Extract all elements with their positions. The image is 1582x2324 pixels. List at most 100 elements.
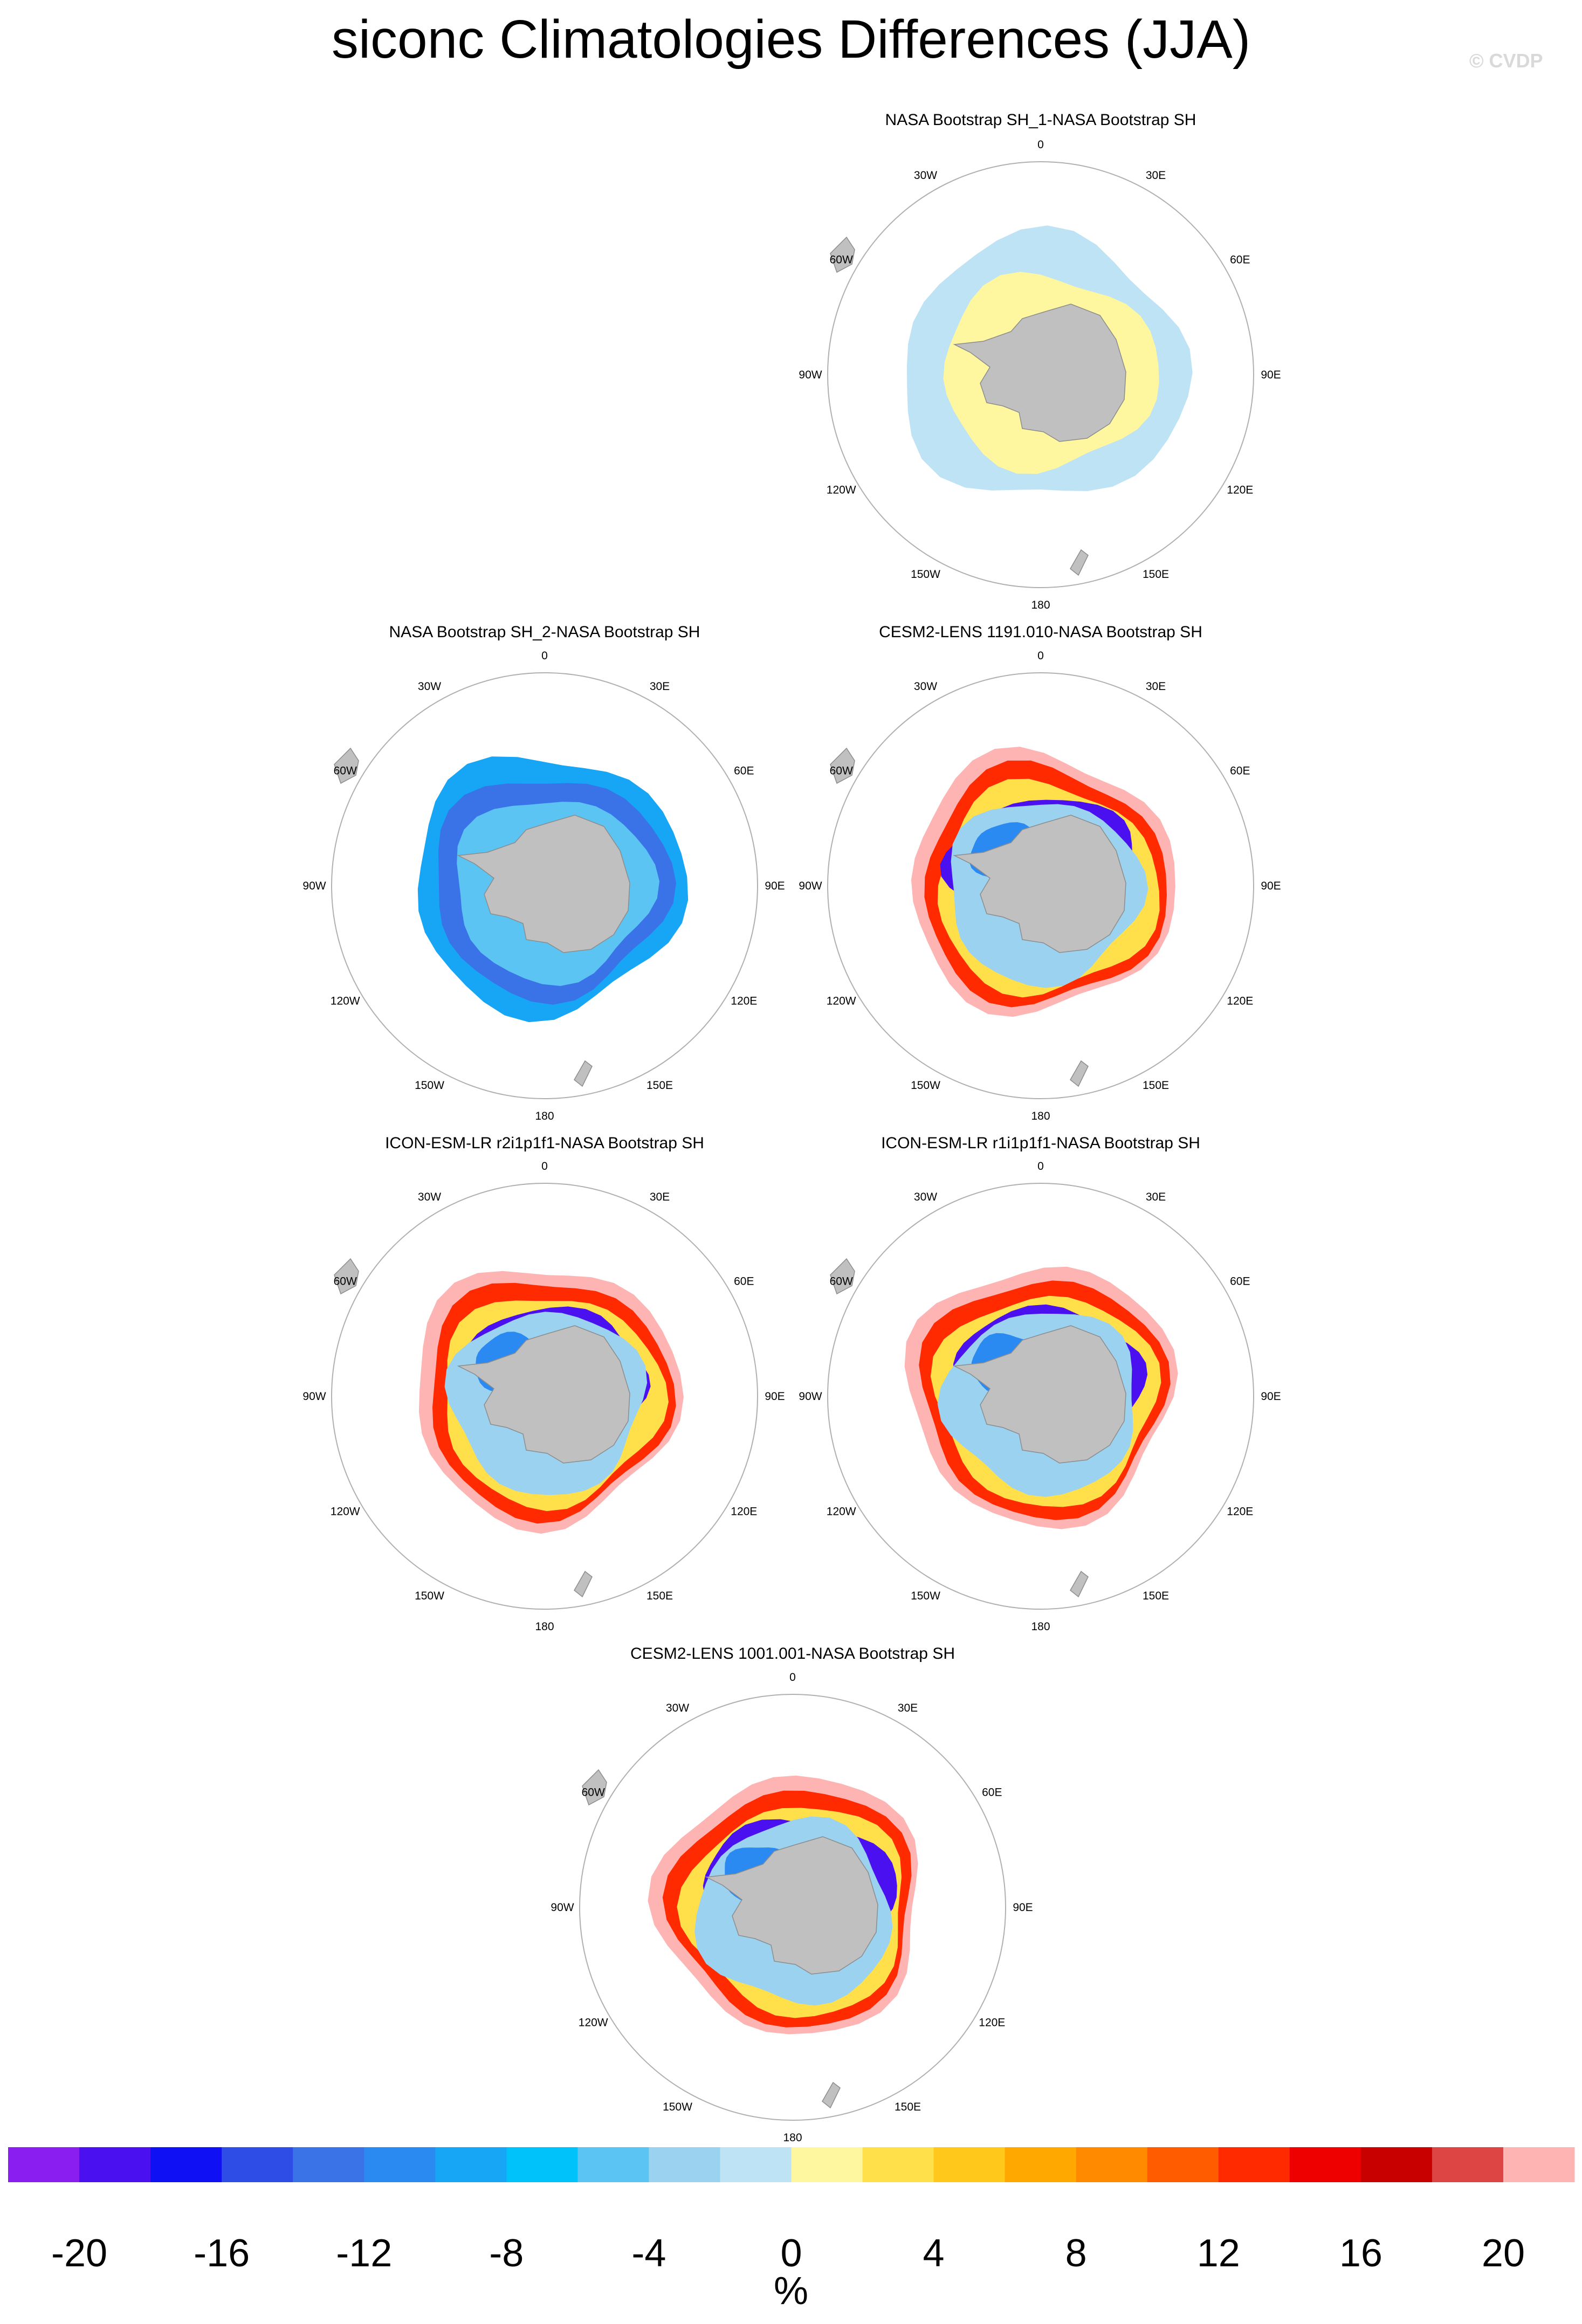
- longitude-label: 60E: [1230, 765, 1250, 777]
- longitude-label: 0: [1037, 139, 1044, 151]
- new-zealand-landmass: [822, 2081, 841, 2109]
- colorbar-tick-label: -8: [489, 2232, 524, 2275]
- longitude-label: 120W: [331, 1506, 360, 1518]
- longitude-label: 120E: [1227, 995, 1253, 1008]
- new-zealand-landmass: [1070, 1570, 1089, 1598]
- new-zealand-landmass: [574, 1060, 593, 1087]
- panel-title-5: ICON-ESM-LR r1i1p1f1-NASA Bootstrap SH: [881, 1134, 1200, 1152]
- longitude-label: 120E: [1227, 1506, 1253, 1518]
- longitude-label: 150E: [1143, 1079, 1169, 1092]
- panel-title-1: NASA Bootstrap SH_1-NASA Bootstrap SH: [885, 111, 1196, 129]
- longitude-label: 180: [1031, 599, 1050, 611]
- panel-title-3: CESM2-LENS 1191.010-NASA Bootstrap SH: [879, 623, 1202, 641]
- longitude-label: 120E: [1227, 484, 1253, 496]
- longitude-label: 180: [535, 1110, 554, 1122]
- longitude-label: 90E: [1261, 880, 1281, 892]
- polar-map-panel-5: 0 30E 60E 90E 120E 150E 180 150W 120W 90W 60W 30W: [799, 1160, 1281, 1633]
- antarctica-landmass: [457, 815, 630, 953]
- longitude-label: 180: [535, 1620, 554, 1633]
- longitude-label: 30E: [1146, 169, 1166, 182]
- longitude-label: 150E: [1143, 568, 1169, 581]
- watermark: © CVDP: [1469, 50, 1543, 72]
- longitude-label: 120E: [731, 1506, 757, 1518]
- longitude-label: 120W: [827, 1506, 856, 1518]
- longitude-label: 60E: [1230, 1275, 1250, 1288]
- antarctica-landmass: [705, 1836, 878, 1975]
- new-zealand-landmass: [574, 1570, 593, 1598]
- longitude-label: 150W: [911, 1079, 940, 1092]
- antarctica-landmass: [457, 1325, 630, 1464]
- colorbar-tick-label: 16: [1339, 2232, 1382, 2275]
- colorbar-tick-label: 12: [1196, 2232, 1240, 2275]
- longitude-label: 60E: [734, 1275, 754, 1288]
- longitude-label: 30W: [914, 169, 937, 182]
- panel-title-4: ICON-ESM-LR r2i1p1f1-NASA Bootstrap SH: [385, 1134, 704, 1152]
- longitude-label: 0: [541, 1160, 548, 1173]
- panel-title-6: CESM2-LENS 1001.001-NASA Bootstrap SH: [630, 1645, 955, 1663]
- longitude-label: 30W: [914, 1191, 937, 1203]
- longitude-label: 90E: [1013, 1901, 1033, 1914]
- colorbar-tick-label: 20: [1481, 2232, 1525, 2275]
- longitude-label: 0: [541, 650, 548, 662]
- longitude-label: 60W: [830, 765, 853, 777]
- longitude-label: 150E: [646, 1079, 673, 1092]
- longitude-label: 90W: [799, 1390, 822, 1403]
- longitude-label: 150W: [911, 568, 940, 581]
- new-zealand-landmass: [1070, 1060, 1089, 1087]
- longitude-label: 0: [789, 1671, 796, 1684]
- colorbar-unit: %: [773, 2270, 809, 2313]
- longitude-label: 90E: [1261, 369, 1281, 381]
- longitude-label: 0: [1037, 650, 1044, 662]
- longitude-label: 60W: [334, 765, 357, 777]
- longitude-label: 180: [783, 2132, 802, 2144]
- longitude-label: 30W: [914, 680, 937, 693]
- polar-map-panel-4: 0 30E 60E 90E 120E 150E 180 150W 120W 90W 60W 30W: [302, 1160, 785, 1633]
- longitude-label: 150E: [646, 1590, 673, 1602]
- south-america-landmass: [334, 1258, 359, 1295]
- south-america-landmass: [830, 1258, 855, 1295]
- colorbar-tick-label: -4: [631, 2232, 666, 2275]
- longitude-label: 150E: [895, 2101, 921, 2113]
- polar-map-panel-2: 0 30E 60E 90E 120E 150E 180 150W 120W 90W 60W 30W: [302, 650, 785, 1122]
- longitude-label: 120W: [827, 484, 856, 496]
- longitude-label: 90E: [1261, 1390, 1281, 1403]
- colorbar-tick-label: 4: [923, 2232, 945, 2275]
- colorbar-tick-label: 8: [1065, 2232, 1087, 2275]
- longitude-label: 30E: [650, 680, 670, 693]
- longitude-label: 120W: [331, 995, 360, 1008]
- longitude-label: 60E: [1230, 254, 1250, 266]
- south-america-landmass: [582, 1769, 607, 1806]
- longitude-label: 120E: [979, 2017, 1005, 2029]
- longitude-label: 30E: [898, 1702, 918, 1714]
- longitude-label: 60W: [830, 1275, 853, 1288]
- longitude-label: 60E: [982, 1787, 1002, 1799]
- longitude-label: 90E: [765, 880, 785, 892]
- longitude-label: 120E: [731, 995, 757, 1008]
- south-america-landmass: [830, 236, 855, 273]
- colorbar-tick-label: -12: [336, 2232, 393, 2275]
- longitude-label: 150W: [663, 2101, 692, 2113]
- longitude-label: 30E: [1146, 1191, 1166, 1203]
- colorbar-tick-label: 0: [780, 2232, 802, 2275]
- panel-title-2: NASA Bootstrap SH_2-NASA Bootstrap SH: [389, 623, 700, 641]
- longitude-label: 30E: [1146, 680, 1166, 693]
- colorbar-tick-label: -20: [51, 2232, 108, 2275]
- longitude-label: 150E: [1143, 1590, 1169, 1602]
- longitude-label: 120W: [827, 995, 856, 1008]
- south-america-landmass: [334, 747, 359, 784]
- polar-map-panel-1: 0 30E 60E 90E 120E 150E 180 150W 120W 90W 60W 30W: [799, 139, 1281, 611]
- polar-map-panel-3: 0 30E 60E 90E 120E 150E 180 150W 120W 90W 60W 30W: [799, 650, 1281, 1122]
- colorbar-tick-label: -16: [194, 2232, 250, 2275]
- antarctica-landmass: [953, 815, 1126, 953]
- longitude-label: 150W: [415, 1590, 444, 1602]
- antarctica-landmass: [953, 1325, 1126, 1464]
- longitude-label: 90W: [799, 880, 822, 892]
- page-title: siconc Climatologies Differences (JJA): [331, 9, 1251, 70]
- longitude-label: 30W: [418, 680, 441, 693]
- longitude-label: 90E: [765, 1390, 785, 1403]
- longitude-label: 60W: [334, 1275, 357, 1288]
- polar-map-panel-6: 0 30E 60E 90E 120E 150E 180 150W 120W 90W 60W 30W: [551, 1671, 1033, 2144]
- new-zealand-landmass: [1070, 549, 1089, 576]
- longitude-label: 90W: [302, 1390, 326, 1403]
